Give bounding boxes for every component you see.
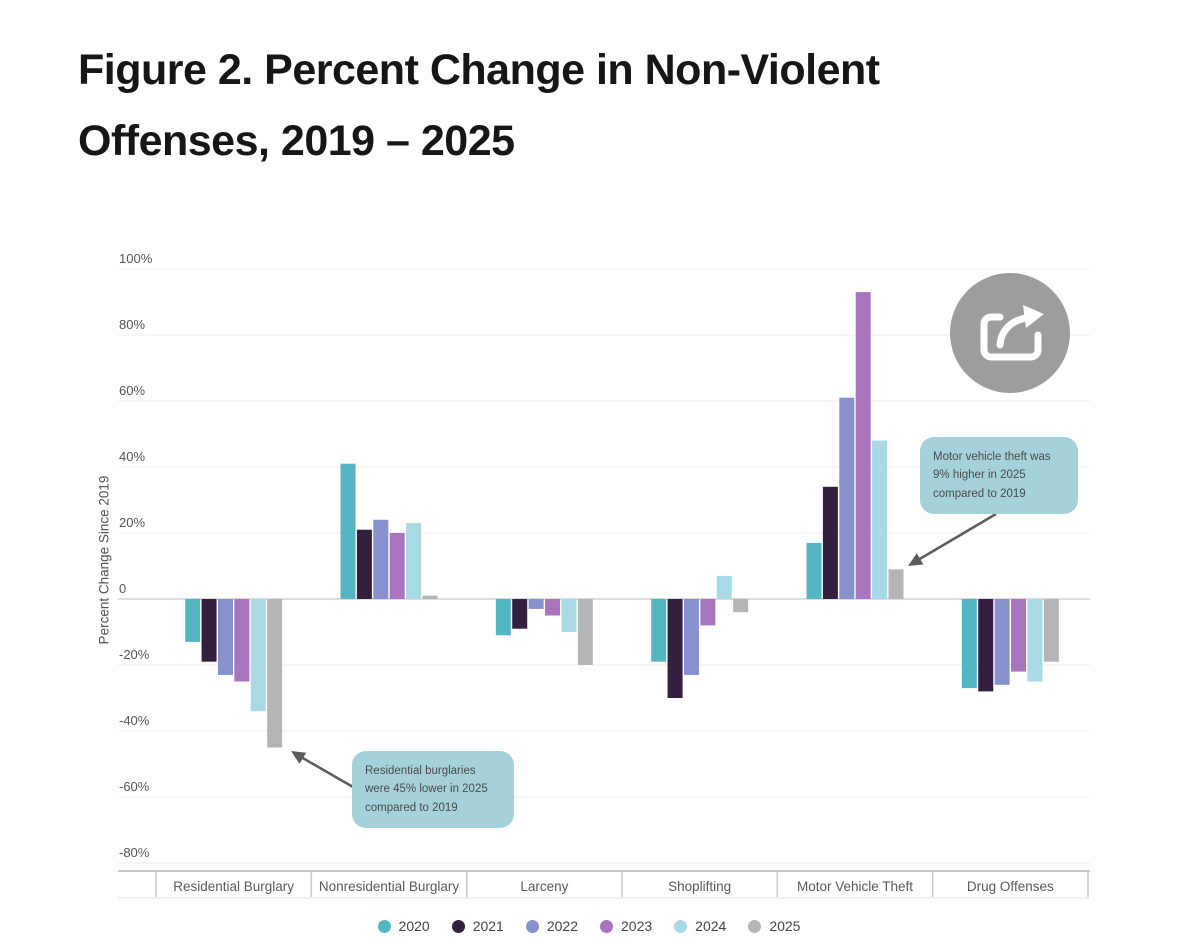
bar-2022-nonresidential-burglary [373,519,389,599]
bar-2021-nonresidential-burglary [356,529,372,599]
bar-2022-motor-vehicle-theft [839,397,855,599]
bar-2025-motor-vehicle-theft [888,569,904,599]
legend-item-2020[interactable]: 2020 [377,918,430,934]
legend-item-2023[interactable]: 2023 [600,918,652,934]
bar-2025-shoplifting [733,599,749,613]
bar-2023-nonresidential-burglary [389,533,405,599]
bars [185,292,1059,748]
legend-label-2024: 2024 [695,918,727,934]
legend-swatch-2020 [377,919,391,933]
annotation-residential-burglary: Residential burglaries were 45% lower in… [352,751,514,829]
legend-label-2021: 2021 [472,918,504,934]
bar-2023-motor-vehicle-theft [855,292,871,599]
gridlines: 100% 80% 60% 40% 20% 0 -20% -40% -60% -80% [118,251,1090,864]
legend-item-2021[interactable]: 2021 [451,918,504,934]
bar-2021-larceny [512,599,528,629]
bar-2023-larceny [545,599,561,616]
bar-2020-nonresidential-burglary [340,463,356,599]
bar-2025-drug-offenses [1043,599,1059,662]
bar-2022-shoplifting [683,599,699,675]
legend-swatch-2024 [674,919,688,933]
share-button-circle[interactable] [950,273,1070,393]
bar-2023-shoplifting [700,599,716,626]
legend-item-2025[interactable]: 2025 [748,918,800,934]
category-label-residential-burglary: Residential Burglary [173,879,294,894]
legend-swatch-2021 [451,919,465,933]
bar-2022-drug-offenses [994,599,1010,685]
bar-2022-larceny [528,599,544,609]
bar-2025-residential-burglary [267,599,283,748]
x-axis-band: Residential Burglary Nonresidential Burgl… [118,870,1090,899]
y-tick-label: -60% [119,779,150,794]
legend-swatch-2023 [600,919,613,933]
bar-2020-larceny [495,599,511,636]
legend-item-2022[interactable]: 2022 [525,918,578,934]
y-tick-label: 100% [119,251,153,266]
legend-item-2024[interactable]: 2024 [674,918,726,934]
annotation-arrows [291,512,997,789]
bar-2024-larceny [561,599,577,632]
y-tick-label: -40% [119,713,150,728]
bar-2021-residential-burglary [201,599,217,662]
bar-2020-shoplifting [651,599,667,662]
category-label-drug-offenses: Drug Offenses [967,879,1054,894]
bar-2020-drug-offenses [961,599,977,689]
chart-legend: 2020 2021 2022 2023 2024 2025 [0,918,1178,934]
figure-title: Figure 2. Percent Change in Non-Violent … [78,45,880,165]
legend-label-2025: 2025 [769,918,801,934]
category-label-larceny: Larceny [520,879,568,894]
legend-label-2022: 2022 [546,918,578,934]
share-button[interactable] [950,273,1070,393]
bar-2020-motor-vehicle-theft [806,542,822,599]
legend-label-2020: 2020 [398,918,430,934]
y-tick-label: 40% [119,449,145,464]
arrow-head-motor-vehicle [908,553,924,566]
arrow-line-residential [300,755,354,789]
legend-swatch-2022 [525,919,539,933]
category-label-nonresidential-burglary: Nonresidential Burglary [319,879,460,894]
y-axis-title: Percent Change Since 2019 [96,475,112,645]
arrow-line-motor-vehicle [917,512,997,562]
bar-2025-nonresidential-burglary [422,595,438,599]
y-tick-label: -20% [119,647,150,662]
y-tick-label: 20% [119,515,145,530]
bar-2021-motor-vehicle-theft [822,486,838,599]
bar-2023-drug-offenses [1011,599,1027,672]
bar-2024-residential-burglary [250,599,266,712]
y-tick-label: 0 [119,581,126,596]
bar-2021-drug-offenses [978,599,994,692]
bar-2022-residential-burglary [217,599,233,675]
bar-2025-larceny [577,599,593,665]
bar-2023-residential-burglary [234,599,250,682]
annotation-motor-vehicle-theft: Motor vehicle theft was 9% higher in 202… [920,437,1078,515]
bar-2024-motor-vehicle-theft [872,440,888,599]
y-tick-label: 80% [119,317,145,332]
share-export-icon [980,305,1044,361]
arrow-head-residential [291,751,307,764]
bar-2024-drug-offenses [1027,599,1043,682]
category-label-motor-vehicle-theft: Motor Vehicle Theft [797,879,913,894]
bar-2024-nonresidential-burglary [406,523,422,599]
bar-2024-shoplifting [716,575,732,599]
category-label-shoplifting: Shoplifting [668,879,731,894]
legend-label-2023: 2023 [621,918,653,934]
y-tick-label: 60% [119,383,145,398]
bar-2020-residential-burglary [185,599,201,642]
y-tick-label: -80% [119,845,150,860]
legend-swatch-2025 [748,919,762,933]
bar-2021-shoplifting [667,599,683,698]
